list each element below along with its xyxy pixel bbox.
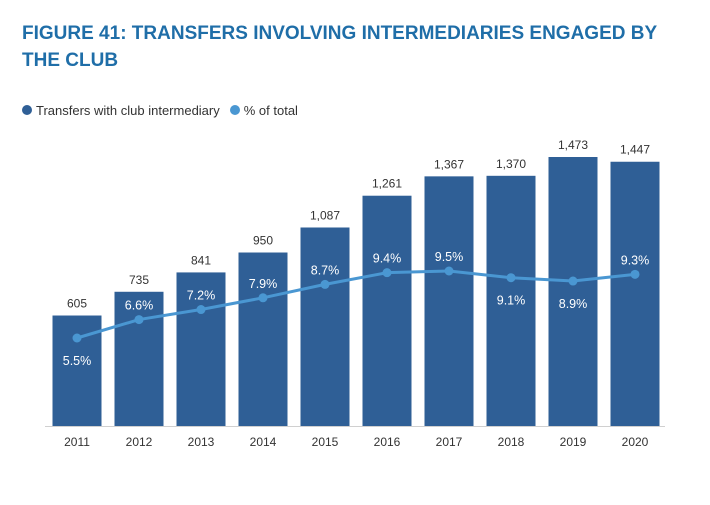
bar-value-label-2020: 1,447 xyxy=(620,143,650,157)
percent-label-2019: 8.9% xyxy=(559,297,588,311)
bar-value-label-2019: 1,473 xyxy=(558,138,588,152)
bar-2014 xyxy=(238,252,288,426)
percent-point-2012 xyxy=(134,315,144,325)
x-tick-label-2013: 2013 xyxy=(188,435,215,449)
bar-value-label-2013: 841 xyxy=(191,253,211,267)
bar-2016 xyxy=(362,195,412,426)
bar-2018 xyxy=(486,175,536,426)
bar-2019 xyxy=(548,157,598,426)
percent-point-2017 xyxy=(444,266,454,276)
x-tick-label-2014: 2014 xyxy=(250,435,277,449)
percent-label-2016: 9.4% xyxy=(373,252,402,266)
bar-value-label-2016: 1,261 xyxy=(372,177,402,191)
legend-item-bars: Transfers with club intermediary xyxy=(22,103,220,118)
legend: Transfers with club intermediary % of to… xyxy=(22,101,308,119)
x-tick-label-2012: 2012 xyxy=(126,435,153,449)
percent-point-2016 xyxy=(382,268,392,278)
bar-value-label-2014: 950 xyxy=(253,234,273,248)
percent-point-2020 xyxy=(630,269,640,279)
bar-2015 xyxy=(300,227,350,426)
x-tick-label-2019: 2019 xyxy=(560,435,587,449)
percent-label-2013: 7.2% xyxy=(187,289,216,303)
percent-point-2019 xyxy=(568,276,578,286)
bar-value-label-2011: 605 xyxy=(67,297,87,311)
percent-point-2018 xyxy=(506,273,516,283)
percent-label-2015: 8.7% xyxy=(311,263,340,277)
percent-label-2012: 6.6% xyxy=(125,299,154,313)
bar-value-label-2015: 1,087 xyxy=(310,208,340,222)
x-tick-label-2017: 2017 xyxy=(436,435,463,449)
legend-item-line: % of total xyxy=(229,102,298,118)
legend-swatch-bars xyxy=(22,105,32,115)
percent-line xyxy=(76,269,636,340)
bar-2013 xyxy=(176,272,226,426)
percent-label-2020: 9.3% xyxy=(621,253,650,267)
percent-point-2014 xyxy=(258,293,268,303)
bar-value-label-2012: 735 xyxy=(129,273,149,287)
percent-label-2018: 9.1% xyxy=(497,294,526,308)
legend-label-bars: Transfers with club intermediary xyxy=(36,102,220,118)
bar-2017 xyxy=(424,176,474,426)
legend-label-line: % of total xyxy=(243,102,298,118)
x-tick-label-2011: 2011 xyxy=(64,435,90,449)
legend-swatch-line xyxy=(229,105,240,115)
bar-value-label-2017: 1,367 xyxy=(434,157,464,171)
x-tick-label-2015: 2015 xyxy=(312,435,339,449)
chart-title: FIGURE 41: TRANSFERS INVOLVING INTERMEDI… xyxy=(22,23,657,71)
x-tick-label-2018: 2018 xyxy=(498,435,525,449)
percent-label-2017: 9.5% xyxy=(435,250,464,264)
bar-value-label-2018: 1,370 xyxy=(496,157,526,171)
percent-label-2011: 5.5% xyxy=(63,354,92,368)
percent-point-2011 xyxy=(72,333,82,343)
x-tick-label-2016: 2016 xyxy=(374,435,401,449)
x-tick-label-2020: 2020 xyxy=(622,435,649,449)
bar-2020 xyxy=(610,161,660,426)
bar-2012 xyxy=(114,291,164,426)
percent-label-2014: 7.9% xyxy=(249,277,278,291)
percent-point-2015 xyxy=(320,279,330,289)
percent-point-2013 xyxy=(196,305,206,315)
